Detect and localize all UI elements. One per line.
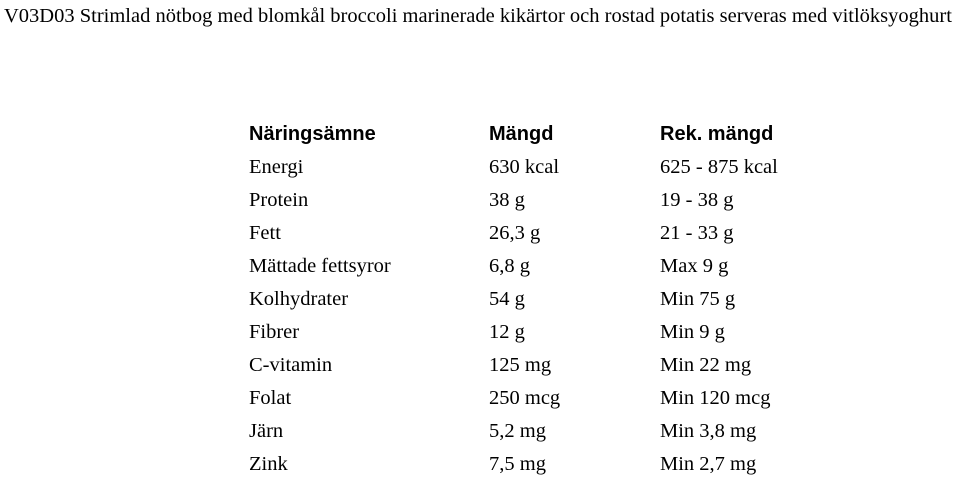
recommended-amount-cell: Max 9 g bbox=[660, 255, 729, 277]
table-row: Fett 26,3 g 21 - 33 g bbox=[249, 217, 860, 250]
header-recommended-amount: Rek. mängd bbox=[660, 123, 774, 145]
recommended-amount-cell: 21 - 33 g bbox=[660, 222, 734, 244]
amount-cell: 250 mcg bbox=[489, 387, 561, 409]
recommended-amount-cell: Min 2,7 mg bbox=[660, 453, 757, 475]
recommended-amount-cell: Min 9 g bbox=[660, 321, 725, 343]
nutrient-cell: Energi bbox=[249, 156, 304, 178]
table-row: Protein 38 g 19 - 38 g bbox=[249, 184, 860, 217]
nutrient-cell: C-vitamin bbox=[249, 354, 333, 376]
amount-cell: 7,5 mg bbox=[489, 453, 546, 475]
table-row: Zink 7,5 mg Min 2,7 mg bbox=[249, 448, 860, 481]
table-row: Folat 250 mcg Min 120 mcg bbox=[249, 382, 860, 415]
table-row: Fibrer 12 g Min 9 g bbox=[249, 316, 860, 349]
recipe-title: V03D03 Strimlad nötbog med blomkål brocc… bbox=[4, 5, 952, 27]
nutrient-cell: Fett bbox=[249, 222, 281, 244]
recommended-amount-cell: Min 22 mg bbox=[660, 354, 752, 376]
recommended-amount-cell: 625 - 875 kcal bbox=[660, 156, 778, 178]
table-row: Kolhydrater 54 g Min 75 g bbox=[249, 283, 860, 316]
amount-cell: 38 g bbox=[489, 189, 525, 211]
table-header-row: Näringsämne Mängd Rek. mängd bbox=[249, 118, 860, 151]
nutrient-cell: Fibrer bbox=[249, 321, 300, 343]
nutrition-table: Näringsämne Mängd Rek. mängd Energi 630 k… bbox=[249, 118, 860, 481]
table-row: C-vitamin 125 mg Min 22 mg bbox=[249, 349, 860, 382]
nutrient-cell: Folat bbox=[249, 387, 292, 409]
recommended-amount-cell: Min 120 mcg bbox=[660, 387, 771, 409]
recommended-amount-cell: Min 75 g bbox=[660, 288, 736, 310]
table-row: Järn 5,2 mg Min 3,8 mg bbox=[249, 415, 860, 448]
table-row: Energi 630 kcal 625 - 875 kcal bbox=[249, 151, 860, 184]
recommended-amount-cell: 19 - 38 g bbox=[660, 189, 734, 211]
table-row: Mättade fettsyror 6,8 g Max 9 g bbox=[249, 250, 860, 283]
amount-cell: 630 kcal bbox=[489, 156, 560, 178]
amount-cell: 54 g bbox=[489, 288, 525, 310]
header-amount: Mängd bbox=[489, 123, 554, 145]
recommended-amount-cell: Min 3,8 mg bbox=[660, 420, 757, 442]
nutrient-cell: Zink bbox=[249, 453, 288, 475]
amount-cell: 26,3 g bbox=[489, 222, 541, 244]
amount-cell: 5,2 mg bbox=[489, 420, 546, 442]
nutrient-cell: Protein bbox=[249, 189, 309, 211]
nutrient-cell: Kolhydrater bbox=[249, 288, 349, 310]
nutrient-cell: Järn bbox=[249, 420, 284, 442]
header-nutrient: Näringsämne bbox=[249, 123, 376, 145]
table-body: Energi 630 kcal 625 - 875 kcal Protein 38 g 1… bbox=[249, 151, 860, 481]
amount-cell: 6,8 g bbox=[489, 255, 530, 277]
amount-cell: 12 g bbox=[489, 321, 525, 343]
amount-cell: 125 mg bbox=[489, 354, 552, 376]
nutrient-cell: Mättade fettsyror bbox=[249, 255, 391, 277]
